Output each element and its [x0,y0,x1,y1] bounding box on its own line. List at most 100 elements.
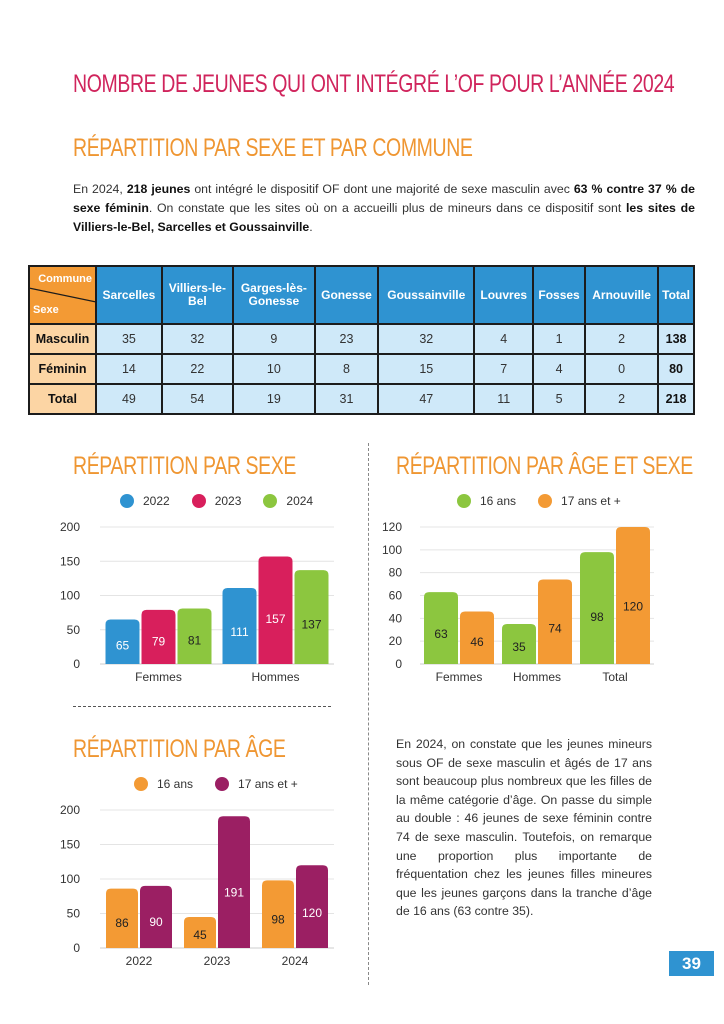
y-tick-label: 200 [60,520,80,534]
chart2-title: RÉPARTITION PAR ÂGE ET SEXE [396,452,693,480]
y-tick-label: 40 [389,611,403,625]
y-tick-label: 0 [395,657,402,671]
legend-label: 2023 [214,494,242,508]
y-tick-label: 20 [389,634,403,648]
y-tick-label: 50 [67,907,81,921]
column-header-text: Fosses [538,287,580,302]
bar-16-ans-hommes [502,624,536,664]
x-category-label: Femmes [436,670,483,684]
chart1-legend: 2022 2023 2024 [120,494,335,508]
corner-label-sexe: Sexe [33,304,59,316]
bar-value-label: 35 [512,640,526,654]
y-tick-label: 100 [60,872,80,886]
y-tick-label: 120 [382,520,402,534]
bar-17-ans-et--hommes [538,579,572,664]
intro-highlight: 218 jeunes [126,182,191,196]
column-header-text: Total [662,287,690,302]
table-cell: 5 [531,383,587,415]
x-category-label: 2023 [204,954,231,968]
legend-swatch [191,494,206,508]
bar-value-label: 74 [548,622,562,636]
page-number: 39 [669,951,714,976]
bar-16-ans-2023 [184,916,216,948]
table-column-header: Villiers-le- Bel [160,265,234,325]
legend-item: 16 ans [134,777,193,791]
bar-value-label: 46 [470,635,484,649]
intro-text: En 2024, [73,182,127,196]
y-tick-label: 150 [60,554,80,568]
bar-value-label: 45 [193,928,207,942]
table-cell: 32 [160,323,234,355]
legend-label: 17 ans et + [561,494,621,508]
analysis-paragraph: En 2024, on constate que les jeunes mine… [396,737,652,919]
intro-text: ont intégré le dispositif OF dont une ma… [190,182,574,196]
table-cell: 14 [95,353,163,385]
bar-2023-hommes [258,556,293,664]
intro-paragraph: En 2024, 218 jeunes ont intégré le dispo… [73,180,695,237]
table-cell: 47 [377,383,476,415]
bar-value-label: 157 [265,612,285,626]
table-cell: 8 [313,353,380,385]
horizontal-divider [73,706,331,707]
bar-17-ans-et--2024 [296,865,328,948]
x-category-label: 2022 [126,954,153,968]
bar-17-ans-et--total [616,527,650,664]
legend-item: 2023 [191,494,242,508]
legend-item: 17 ans et + [538,494,621,508]
column-header-text: Gonesse [321,287,372,302]
bar-17-ans-et--2022 [140,885,172,948]
bar-16-ans-2024 [262,880,294,948]
table-cell: 2 [584,323,660,355]
legend-label: 17 ans et + [238,777,298,791]
table-column-header: Goussainville [377,265,476,325]
table-cell: 2 [584,383,660,415]
vertical-divider [368,443,369,985]
table-cell: 80 [657,353,695,385]
bar-value-label: 98 [271,913,285,927]
y-tick-label: 100 [382,543,402,557]
bar-2024-hommes [294,570,329,664]
table-column-header: Sarcelles [95,265,163,325]
intro-highlight: les sites de Villiers-le-Bel, Sarcelles … [73,201,695,234]
legend-swatch [215,777,230,791]
legend-label: 16 ans [157,777,194,791]
chart3-title: RÉPARTITION PAR ÂGE [73,735,286,763]
legend-swatch [457,494,471,508]
bar-17-ans-et--2023 [218,816,250,948]
table-cell: 31 [313,383,380,415]
column-header-text: Gonesse [248,294,300,308]
column-header-text: Louvres [480,287,528,302]
column-header-text: Sarcelles [102,287,156,302]
chart3-legend: 16 ans 17 ans et + [134,777,320,791]
bar-value-label: 120 [623,599,643,613]
chart1-title: RÉPARTITION PAR SEXE [73,452,297,480]
table-cell: 4 [473,323,534,355]
table-column-header: Garges-lès- Gonesse [231,265,316,325]
bar-value-label: 90 [149,915,163,929]
table-corner-cell: Commune Sexe [28,265,97,325]
legend-item: 2022 [120,494,170,508]
table-cell: 11 [473,383,534,415]
table-cell: 218 [657,383,695,415]
intro-text: . [309,220,313,234]
chart2-legend: 16 ans 17 ans et + [457,494,643,508]
table-column-header: Gonesse [313,265,380,325]
table-cell: 19 [231,383,316,415]
y-tick-label: 80 [389,566,403,580]
bar-2022-hommes [222,587,257,664]
table-column-header: Louvres [473,265,534,325]
table-cell: 32 [377,323,476,355]
bar-2024-femmes [177,608,212,664]
table-cell: 10 [231,353,316,385]
column-header-text: Arnouville [592,287,651,302]
table-column-header: Total [657,265,695,325]
bar-value-label: 63 [434,627,448,641]
table-cell: 4 [531,353,587,385]
corner-label-commune: Commune [38,273,92,285]
bar-2023-femmes [141,609,176,664]
table-cell: 138 [657,323,695,355]
table-cell: 22 [160,353,234,385]
bar-value-label: 98 [590,610,604,624]
legend-item: 17 ans et + [215,777,298,791]
